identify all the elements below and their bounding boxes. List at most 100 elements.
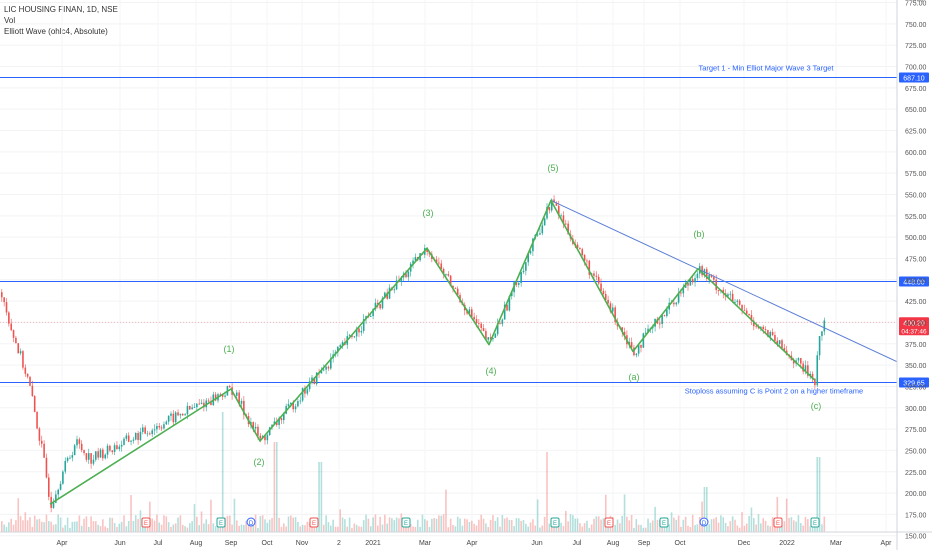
- candlestick: [57, 488, 59, 500]
- candle-body: [62, 471, 64, 484]
- candlestick: [600, 278, 602, 293]
- volume-bar: [386, 523, 388, 532]
- volume-bar: [118, 523, 121, 532]
- candle-body: [814, 378, 816, 386]
- volume-bar: [741, 512, 743, 532]
- candlestick: [212, 391, 215, 406]
- volume-bar: [210, 499, 212, 532]
- trendline[interactable]: [550, 200, 898, 363]
- event-marker[interactable]: E: [216, 517, 226, 528]
- symbol-title[interactable]: LIC HOUSING FINAN, 1D, NSE: [4, 5, 118, 14]
- volume-bar: [158, 522, 161, 532]
- candlestick: [438, 257, 440, 265]
- volume-bar: [670, 512, 673, 532]
- price-axis[interactable]: 150.00 175.00 200.00 225.00 250.00 275.00 300.…: [896, 0, 927, 550]
- event-marker[interactable]: E: [810, 517, 820, 528]
- candle-body: [689, 279, 692, 286]
- candle-body: [311, 377, 313, 382]
- candlestick: [99, 448, 102, 458]
- candlestick: [663, 314, 666, 317]
- event-marker[interactable]: E: [401, 517, 411, 528]
- event-marker[interactable]: E: [604, 517, 614, 528]
- candle-body: [24, 367, 27, 374]
- candle-body: [196, 403, 198, 408]
- candle-body: [621, 327, 623, 332]
- candle-body: [595, 275, 598, 277]
- time-tick-label: Aug: [190, 540, 203, 547]
- candlestick: [771, 328, 774, 337]
- candle-body: [776, 340, 779, 345]
- candlestick: [797, 357, 800, 363]
- dividend-marker-icon: [699, 517, 709, 527]
- candle-body: [118, 446, 121, 450]
- candle-body: [630, 342, 633, 348]
- candle-body: [158, 426, 161, 428]
- event-marker-label: D: [249, 521, 254, 527]
- volume-bar: [240, 524, 243, 532]
- volume-bar: [177, 517, 179, 532]
- candlestick: [294, 403, 297, 413]
- volume-bar: [508, 519, 511, 532]
- volume-bar: [668, 524, 670, 532]
- candle-body: [106, 445, 109, 455]
- candlestick: [330, 353, 332, 371]
- event-marker[interactable]: D: [246, 517, 256, 527]
- event-marker[interactable]: E: [550, 517, 560, 528]
- volume-bar: [200, 511, 203, 532]
- volume-bar: [358, 526, 360, 532]
- candlestick: [280, 417, 283, 425]
- horizontal-levels[interactable]: 687.10 Target 1 - Min Elliot Major Wave 3…: [0, 64, 929, 396]
- volume-bar: [527, 526, 529, 532]
- candlestick: [111, 449, 114, 455]
- candle-body: [612, 307, 614, 312]
- candle-body: [144, 427, 146, 434]
- candlestick: [675, 301, 678, 307]
- volume-bar: [696, 524, 699, 532]
- candlestick: [160, 425, 163, 432]
- volume-bar: [308, 522, 311, 532]
- candle-body: [360, 330, 363, 333]
- event-marker[interactable]: E: [309, 517, 319, 528]
- volume-bar: [485, 523, 487, 532]
- candle-body: [243, 400, 245, 415]
- candlestick: [73, 443, 76, 456]
- candle-body: [214, 394, 217, 401]
- volume-bar: [640, 524, 642, 532]
- candle-body: [163, 424, 165, 429]
- event-marker[interactable]: E: [659, 517, 669, 528]
- event-marker[interactable]: E: [141, 517, 151, 528]
- level-annotation: Target 1 - Min Elliot Major Wave 3 Targe…: [698, 64, 834, 73]
- volume-bar: [510, 520, 513, 532]
- event-marker[interactable]: E: [773, 517, 783, 528]
- volume-bar: [257, 527, 259, 532]
- volume-bar: [757, 514, 760, 532]
- time-axis[interactable]: Apr Jun Jul Aug Sep Oct Nov 2 2021 Mar Apr Jun Jul Au…: [0, 531, 932, 547]
- candlestick: [102, 447, 104, 461]
- volume-indicator-label[interactable]: Vol: [4, 16, 16, 25]
- volume-bar: [431, 518, 433, 532]
- candlestick: [125, 432, 128, 441]
- candlestick: [167, 415, 170, 425]
- candlestick: [750, 310, 753, 325]
- volume-bar: [38, 518, 41, 532]
- volume-bar: [818, 457, 821, 532]
- candlestick: [76, 435, 78, 449]
- candle-body: [193, 407, 196, 408]
- volume-bar: [802, 525, 804, 532]
- candle-body: [635, 353, 638, 356]
- volume-bar: [90, 516, 92, 532]
- elliott-wave-indicator-label[interactable]: Elliott Wave (ohlc4, Absolute): [4, 27, 108, 36]
- volume-bar: [588, 527, 591, 532]
- candle-body: [818, 336, 821, 356]
- candlestick: [142, 424, 144, 435]
- event-marker[interactable]: D: [699, 517, 709, 527]
- candle-body: [579, 248, 581, 250]
- volume-bar: [151, 518, 153, 532]
- level-price-label: 329.65: [903, 380, 925, 387]
- volume-bar: [586, 520, 588, 532]
- candlestick: [478, 319, 480, 328]
- candlestick: [304, 385, 306, 398]
- descending-trendline[interactable]: [550, 200, 898, 363]
